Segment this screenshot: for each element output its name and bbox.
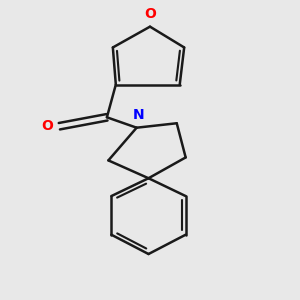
Text: O: O [41, 119, 53, 133]
Text: O: O [144, 7, 156, 21]
Text: N: N [132, 108, 144, 122]
